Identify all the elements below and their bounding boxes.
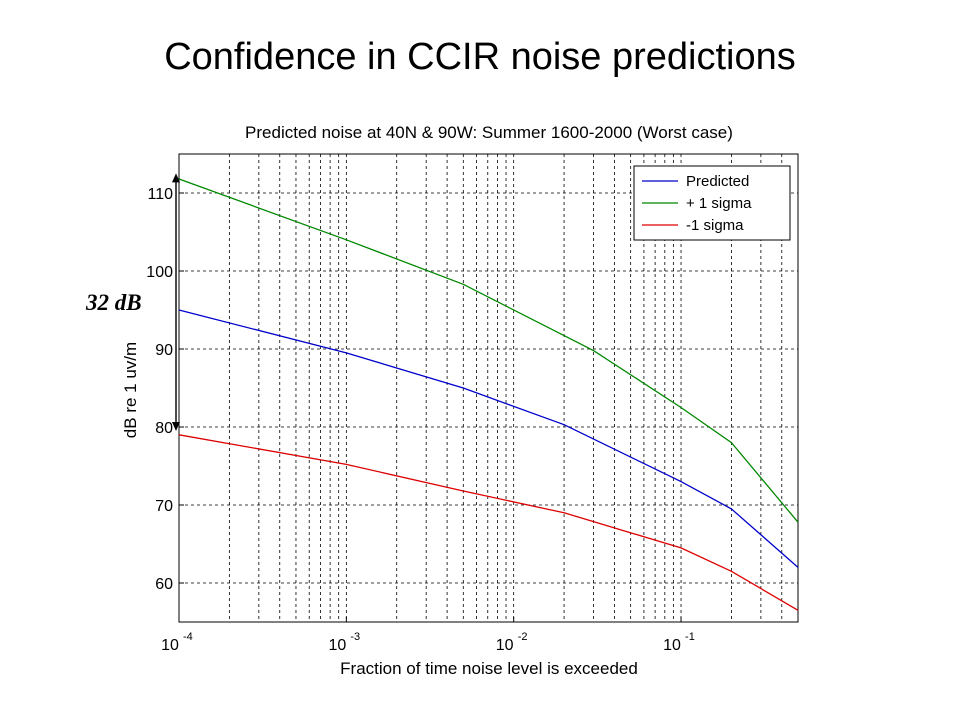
annotation-label: 32 dB bbox=[85, 290, 142, 315]
plot-area: 60 70 80 90 100 110 10 -4 10 -3 10 -2 10 -1 bbox=[146, 153, 799, 654]
x-tick-exponent: -2 bbox=[518, 631, 528, 643]
x-tick-exponent: -4 bbox=[183, 631, 193, 643]
x-tick-label: 10 bbox=[663, 637, 681, 654]
annotation-arrowhead-bottom bbox=[172, 422, 180, 431]
y-tick-label: 80 bbox=[155, 420, 173, 437]
legend-label: + 1 sigma bbox=[686, 195, 752, 212]
x-tick-exponent: -1 bbox=[685, 631, 695, 643]
x-axis-label: Fraction of time noise level is exceeded bbox=[340, 659, 638, 678]
x-tick-label: 10 bbox=[328, 637, 346, 654]
series-line--1-sigma bbox=[178, 434, 799, 611]
series-line-predicted bbox=[178, 309, 799, 568]
x-tick-label: 10 bbox=[496, 637, 514, 654]
legend-label: Predicted bbox=[686, 173, 749, 190]
series-line--1-sigma bbox=[178, 178, 799, 523]
y-tick-label: 110 bbox=[147, 186, 173, 203]
annotation: 32 dB bbox=[85, 173, 180, 431]
y-tick-label: 60 bbox=[155, 576, 173, 593]
legend-label: -1 sigma bbox=[686, 217, 744, 234]
y-tick-label: 90 bbox=[155, 342, 173, 359]
annotation-arrowhead-top bbox=[172, 173, 180, 183]
legend: Predicted + 1 sigma -1 sigma bbox=[633, 165, 791, 241]
plot-frame bbox=[178, 153, 799, 623]
slide-title: Confidence in CCIR noise predictions bbox=[164, 36, 796, 78]
y-tick-label: 70 bbox=[155, 498, 173, 515]
x-tick-label: 10 bbox=[161, 637, 179, 654]
y-axis-label: dB re 1 uv/m bbox=[121, 342, 140, 438]
x-tick-exponent: -3 bbox=[350, 631, 360, 643]
y-tick-label: 100 bbox=[146, 264, 173, 281]
chart-title: Predicted noise at 40N & 90W: Summer 160… bbox=[245, 123, 733, 142]
